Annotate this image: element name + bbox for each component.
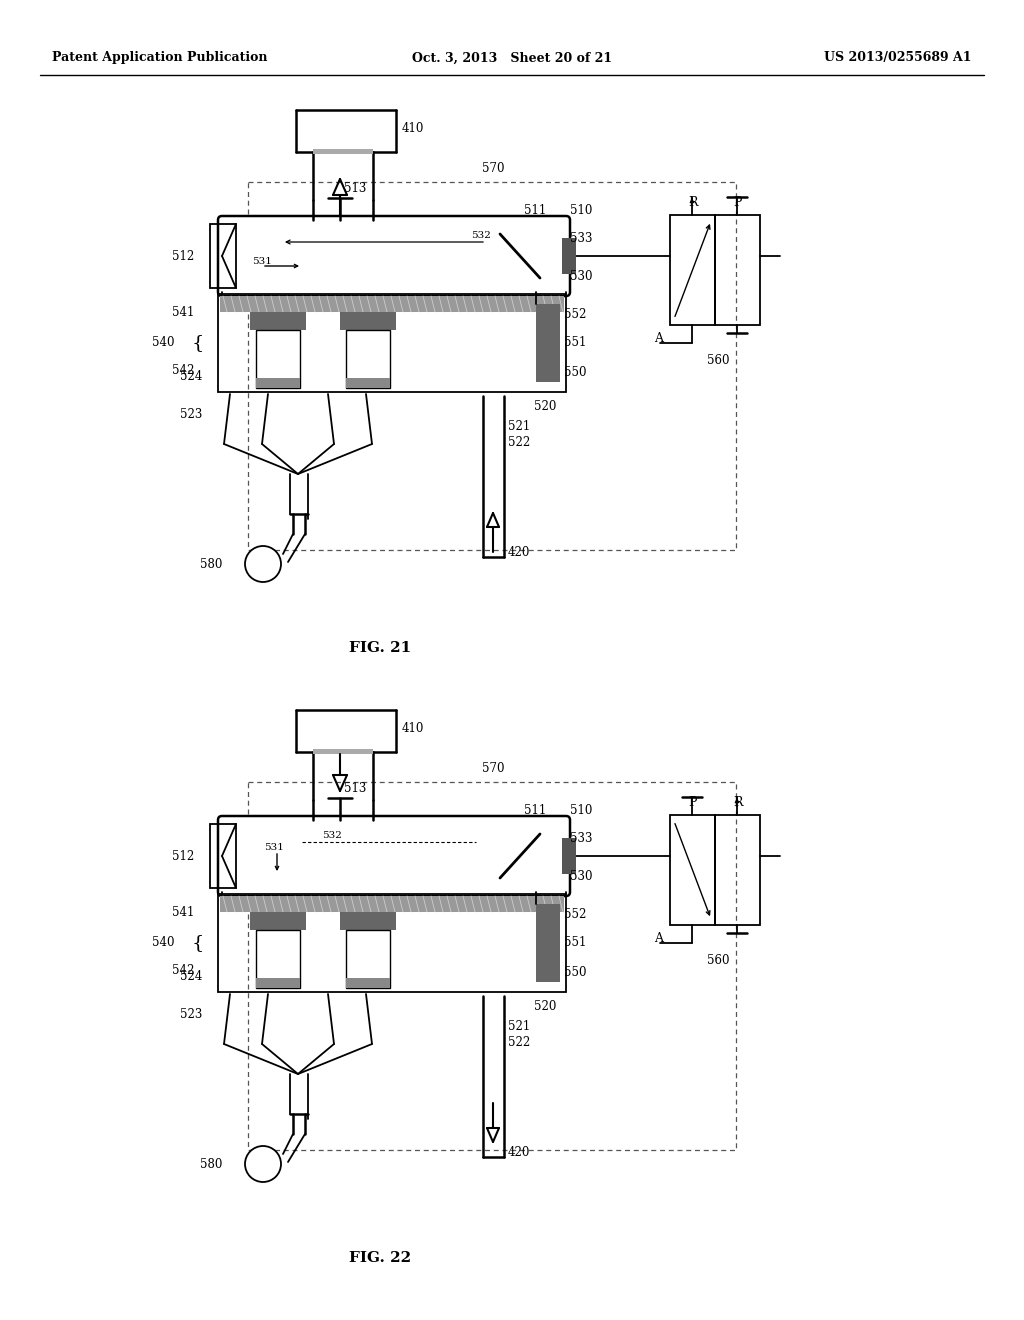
Text: 513: 513 (344, 181, 367, 194)
Text: 551: 551 (564, 337, 587, 350)
Text: P: P (688, 796, 696, 809)
Text: 550: 550 (564, 366, 587, 379)
FancyBboxPatch shape (218, 816, 570, 896)
Bar (715, 814, 760, 925)
Text: 523: 523 (180, 408, 203, 421)
Text: 532: 532 (322, 832, 342, 841)
Text: 531: 531 (252, 257, 272, 267)
Bar (562, 838, 575, 874)
Bar (562, 238, 575, 275)
Text: Oct. 3, 2013   Sheet 20 of 21: Oct. 3, 2013 Sheet 20 of 21 (412, 51, 612, 65)
Text: 511: 511 (524, 804, 546, 817)
Text: 530: 530 (570, 870, 593, 883)
Text: 540: 540 (152, 936, 174, 949)
Text: 580: 580 (200, 1158, 222, 1171)
Bar (218, 894, 566, 993)
Bar (256, 330, 300, 388)
Text: 512: 512 (172, 249, 195, 263)
Bar (256, 978, 300, 987)
Bar (346, 978, 390, 987)
Text: 552: 552 (564, 308, 587, 321)
Bar (346, 330, 390, 388)
Bar (256, 931, 300, 987)
Text: 541: 541 (172, 906, 195, 919)
Bar (220, 296, 564, 312)
Bar (715, 215, 760, 325)
Text: 542: 542 (172, 363, 195, 376)
Bar (536, 904, 560, 982)
Text: 512: 512 (172, 850, 195, 862)
Text: 533: 533 (570, 231, 593, 244)
Circle shape (245, 546, 281, 582)
Circle shape (245, 1146, 281, 1181)
Text: {: { (193, 935, 205, 952)
Text: 522: 522 (508, 1035, 530, 1048)
Text: Patent Application Publication: Patent Application Publication (52, 51, 267, 65)
Text: A: A (654, 932, 663, 945)
Bar (210, 824, 236, 888)
Text: 521: 521 (508, 420, 530, 433)
Bar (248, 781, 736, 1150)
Text: 560: 560 (707, 954, 729, 968)
Text: 522: 522 (508, 436, 530, 449)
Text: 540: 540 (152, 337, 174, 350)
Bar (250, 312, 306, 330)
Text: 523: 523 (180, 1007, 203, 1020)
Text: US 2013/0255689 A1: US 2013/0255689 A1 (824, 51, 972, 65)
Text: R: R (733, 796, 742, 809)
Text: P: P (733, 197, 741, 210)
Text: 524: 524 (180, 370, 203, 383)
Text: 532: 532 (471, 231, 490, 240)
Bar (250, 912, 306, 931)
Text: 420: 420 (508, 546, 530, 560)
Bar (313, 149, 373, 154)
Text: 410: 410 (402, 121, 424, 135)
Bar (340, 912, 396, 931)
Bar (218, 294, 566, 392)
Text: 551: 551 (564, 936, 587, 949)
Text: 513: 513 (344, 781, 367, 795)
Text: A: A (654, 333, 663, 346)
FancyBboxPatch shape (218, 216, 570, 296)
Text: 511: 511 (524, 203, 546, 216)
Bar (248, 182, 736, 550)
Bar (313, 748, 373, 754)
Text: 580: 580 (200, 557, 222, 570)
Text: 520: 520 (534, 999, 556, 1012)
Bar (220, 896, 564, 912)
Text: 560: 560 (707, 355, 729, 367)
Text: 530: 530 (570, 269, 593, 282)
Text: 533: 533 (570, 832, 593, 845)
Bar (670, 814, 715, 925)
Text: 420: 420 (508, 1147, 530, 1159)
Text: 510: 510 (570, 804, 592, 817)
Text: 570: 570 (482, 161, 505, 174)
Text: 552: 552 (564, 908, 587, 920)
Text: 524: 524 (180, 969, 203, 982)
Bar (256, 378, 300, 388)
Text: 542: 542 (172, 964, 195, 977)
Text: 521: 521 (508, 1019, 530, 1032)
Text: FIG. 21: FIG. 21 (349, 642, 411, 655)
Text: 510: 510 (570, 203, 592, 216)
Bar (346, 378, 390, 388)
Bar (536, 304, 560, 381)
Text: FIG. 22: FIG. 22 (349, 1251, 411, 1265)
Bar (210, 224, 236, 288)
Text: R: R (688, 197, 697, 210)
Bar (670, 215, 715, 325)
Text: 410: 410 (402, 722, 424, 734)
Text: 550: 550 (564, 965, 587, 978)
Text: 531: 531 (264, 843, 284, 853)
Text: 570: 570 (482, 762, 505, 775)
Bar (346, 931, 390, 987)
Text: {: { (193, 334, 205, 352)
Text: 520: 520 (534, 400, 556, 412)
Bar (340, 312, 396, 330)
Text: 541: 541 (172, 305, 195, 318)
